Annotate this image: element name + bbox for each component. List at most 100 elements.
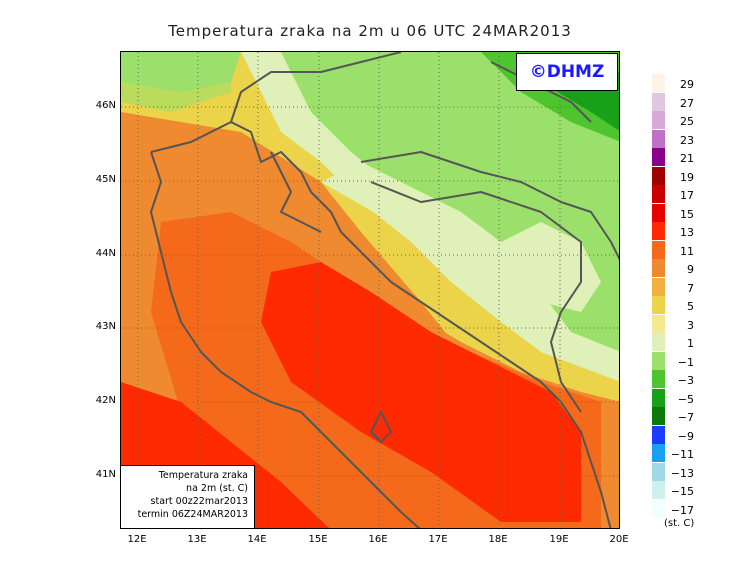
coastlines-borders (150, 52, 619, 528)
legend-swatch (652, 166, 665, 185)
temperature-map (120, 51, 620, 529)
legend-entry: 19 (652, 166, 732, 185)
legend-entry: 25 (652, 111, 732, 129)
legend-swatch (652, 259, 665, 277)
info-line-1: Temperatura zraka (158, 470, 248, 481)
legend-value: 7 (687, 281, 694, 295)
legend-value: −11 (670, 448, 694, 461)
legend-swatch (652, 351, 665, 370)
legend-swatch (652, 74, 665, 92)
legend-entry: 9 (652, 259, 732, 277)
legend-swatch (652, 92, 665, 111)
lat-label-44n: 44N (95, 248, 116, 259)
lon-label-16e: 16E (368, 534, 388, 545)
legend-units: (st. C) (664, 518, 695, 529)
legend-swatch (652, 370, 665, 388)
legend-entry: 3 (652, 314, 732, 333)
legend-swatch (652, 407, 665, 425)
lat-label-45n: 45N (95, 174, 116, 185)
legend-entry: 7 (652, 277, 732, 296)
legend-swatch (652, 148, 665, 166)
legend-value: 25 (680, 115, 694, 128)
lat-label-42n: 42N (95, 395, 116, 406)
legend-value: 13 (680, 226, 694, 239)
info-line-2: na 2m (st. C) (186, 483, 248, 494)
legend-value: −5 (677, 392, 694, 406)
info-line-3: start 00z22mar2013 (150, 496, 248, 507)
legend-entry: −5 (652, 388, 732, 407)
lon-label-13e: 13E (187, 534, 207, 545)
legend-entry: 23 (652, 129, 732, 148)
field-zone-alps-overlay (121, 52, 231, 112)
temperature-field (121, 52, 619, 528)
info-box: Temperatura zraka na 2m (st. C) start 00… (120, 465, 255, 529)
legend-value: −7 (677, 411, 694, 424)
legend-swatch (652, 222, 665, 240)
legend-value: 27 (680, 96, 694, 110)
legend-value: 5 (687, 300, 694, 313)
legend-value: 15 (680, 207, 694, 221)
field-zone-1c-inner (321, 162, 601, 312)
lon-label-17e: 17E (428, 534, 448, 545)
field-zone-13c (261, 262, 581, 522)
legend-entry: −9 (652, 425, 732, 444)
legend-entry: −11 (652, 444, 732, 462)
legend-entry: −15 (652, 481, 732, 499)
legend-entry: 27 (652, 92, 732, 111)
legend-entry: 5 (652, 296, 732, 314)
legend-swatch (652, 203, 665, 222)
legend-entry: −3 (652, 370, 732, 388)
legend-entry: 21 (652, 148, 732, 166)
legend-value: 9 (687, 263, 694, 276)
lon-label-18e: 18E (488, 534, 508, 545)
legend-swatch (652, 240, 665, 259)
legend-value: −15 (670, 485, 694, 498)
dhmz-copyright-logo: ©DHMZ (516, 53, 618, 91)
lon-label-14e: 14E (247, 534, 267, 545)
legend-value: 29 (680, 78, 694, 91)
legend-swatch (652, 111, 665, 129)
legend-value: 19 (680, 170, 694, 184)
legend-entry: −17 (652, 499, 732, 518)
legend-value: 1 (687, 337, 694, 350)
legend-value: 17 (680, 189, 694, 202)
legend-swatch (652, 425, 665, 444)
lat-label-41n: 41N (95, 469, 116, 480)
legend-value: −13 (670, 466, 694, 480)
info-line-4: termin 06Z24MAR2013 (137, 509, 248, 520)
legend-swatch (652, 333, 665, 351)
lat-label-46n: 46N (95, 100, 116, 111)
legend-swatch (652, 314, 665, 333)
legend-value: 21 (680, 152, 694, 165)
legend-swatch (652, 481, 665, 499)
legend-entry: −1 (652, 351, 732, 370)
legend-swatch (652, 444, 665, 462)
lon-label-15e: 15E (308, 534, 328, 545)
legend-swatch (652, 388, 665, 407)
legend-entry: 13 (652, 222, 732, 240)
legend-value: 3 (687, 318, 694, 332)
lon-label-19e: 19E (549, 534, 569, 545)
legend-swatch (652, 499, 665, 518)
legend-value: −9 (677, 429, 694, 443)
legend-entry: −13 (652, 462, 732, 481)
legend-entry: 11 (652, 240, 732, 259)
legend-entry: −7 (652, 407, 732, 425)
legend-swatch (652, 185, 665, 203)
legend-value: 23 (680, 133, 694, 147)
legend-swatch (652, 277, 665, 296)
lat-label-43n: 43N (95, 321, 116, 332)
lon-label-12e: 12E (127, 534, 147, 545)
legend-swatch (652, 296, 665, 314)
map-title: Temperatura zraka na 2m u 06 UTC 24MAR20… (168, 22, 572, 40)
legend-value: 11 (680, 244, 694, 258)
graticule (121, 52, 619, 528)
lon-label-20e: 20E (609, 534, 629, 545)
legend-entry: 15 (652, 203, 732, 222)
legend-entry: 1 (652, 333, 732, 351)
legend-swatch (652, 462, 665, 481)
legend-entry: 29 (652, 74, 732, 92)
legend-value: −1 (677, 355, 694, 369)
legend-entry: 17 (652, 185, 732, 203)
legend-value: −3 (677, 374, 694, 387)
